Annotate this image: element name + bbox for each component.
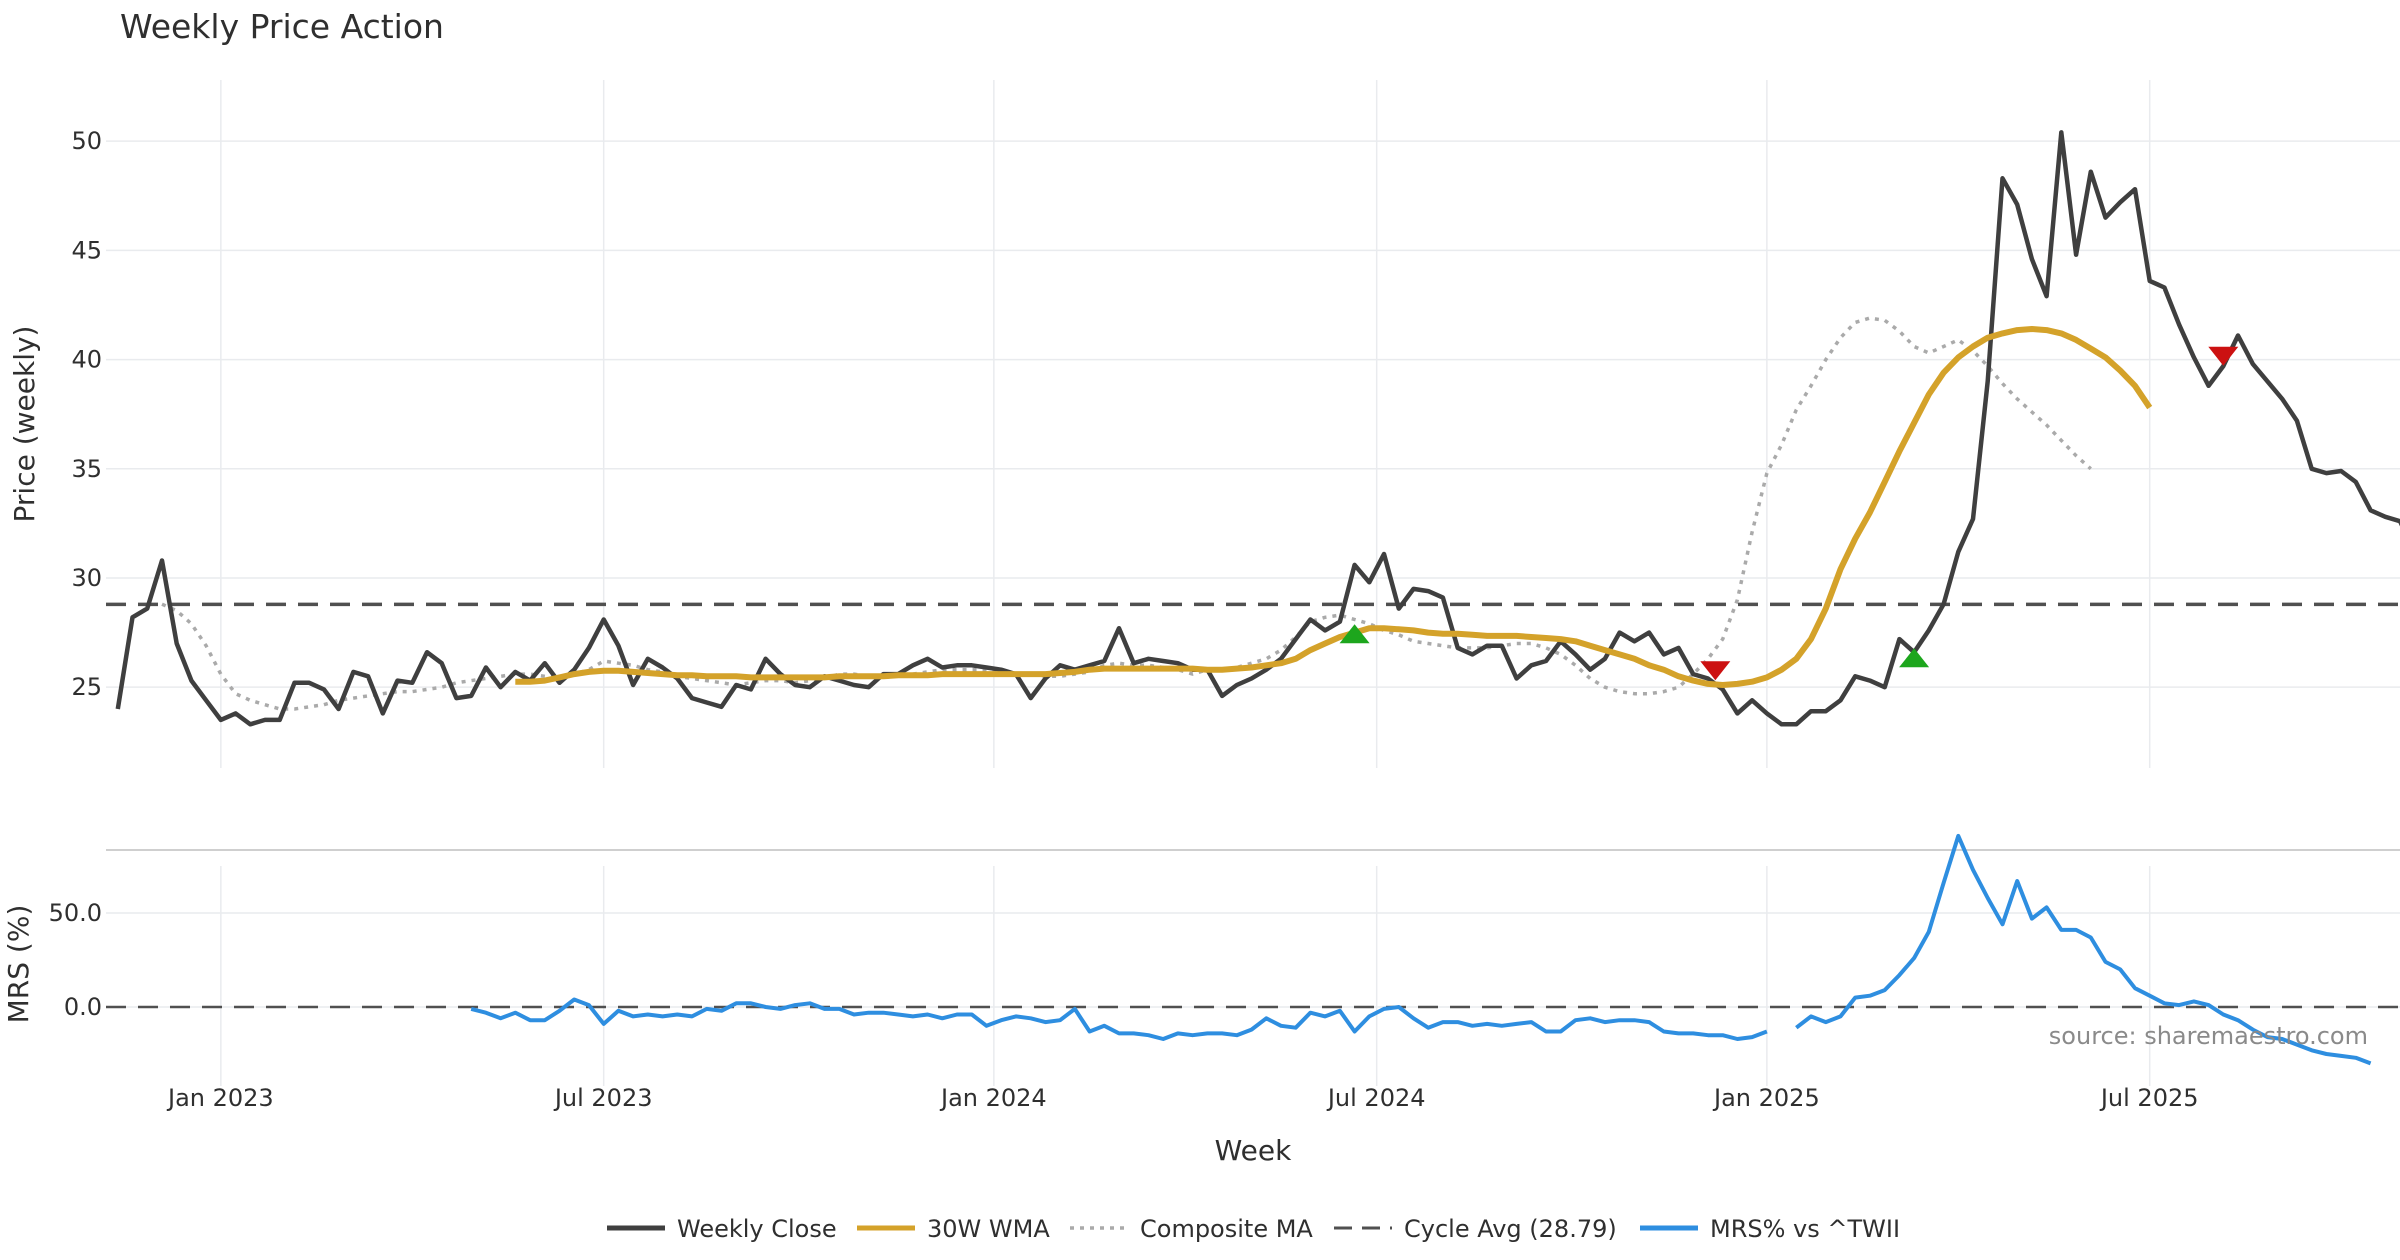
signal-markers [1339, 346, 2239, 681]
x-tick-label: Jul 2023 [553, 1084, 653, 1112]
mrs-y-tick-label: 50.0 [49, 899, 102, 927]
price-y-tick-label: 35 [71, 455, 102, 483]
price-y-tick-label: 30 [71, 564, 102, 592]
price-y-tick-label: 50 [71, 127, 102, 155]
buy-signal-marker [1899, 648, 1930, 668]
price-y-ticks: 25 30 35 40 45 50 [71, 127, 102, 701]
x-tick-label: Jan 2025 [1712, 1084, 1820, 1112]
chart-title: Weekly Price Action [120, 7, 444, 46]
mrs-y-axis-label: MRS (%) [2, 905, 35, 1024]
x-tick-label: Jan 2024 [939, 1084, 1047, 1112]
mrs-y-tick-label: 0.0 [64, 993, 102, 1021]
legend-label-close: Weekly Close [677, 1215, 837, 1243]
mrs-y-ticks: 0.0 50.0 [49, 899, 102, 1021]
composite-ma-line [161, 316, 2092, 711]
x-tick-label: Jul 2024 [1326, 1084, 1426, 1112]
x-tick-label: Jul 2025 [2099, 1084, 2199, 1112]
x-ticks: Jan 2023 Jul 2023 Jan 2024 Jul 2024 Jan 2025… [166, 1084, 2199, 1112]
price-gridlines [106, 80, 2400, 768]
x-tick-label: Jan 2023 [166, 1084, 274, 1112]
price-y-tick-label: 40 [71, 346, 102, 374]
price-series [106, 130, 2400, 727]
source-note: source: sharemaestro.com [2049, 1022, 2368, 1050]
wma-30w-line [515, 326, 2153, 688]
price-y-tick-label: 25 [71, 673, 102, 701]
sell-signal-marker [2208, 346, 2239, 366]
legend-label-wma: 30W WMA [927, 1215, 1050, 1243]
price-y-axis-label: Price (weekly) [8, 326, 41, 523]
legend-label-mrs: MRS% vs ^TWII [1710, 1215, 1900, 1243]
sell-signal-marker [1700, 661, 1731, 681]
buy-signal-marker [1339, 624, 1370, 644]
mrs-gridlines [106, 866, 2400, 1086]
x-axis-label: Week [1215, 1134, 1292, 1167]
mrs-line [470, 833, 2372, 1066]
price-y-tick-label: 45 [71, 236, 102, 264]
weekly-close-line [115, 130, 2400, 727]
mrs-series [106, 833, 2400, 1066]
legend: Weekly Close 30W WMA Composite MA Cycle Avg… [607, 1215, 1900, 1243]
legend-label-cycle: Cycle Avg (28.79) [1404, 1215, 1617, 1243]
legend-label-composite: Composite MA [1140, 1215, 1313, 1243]
